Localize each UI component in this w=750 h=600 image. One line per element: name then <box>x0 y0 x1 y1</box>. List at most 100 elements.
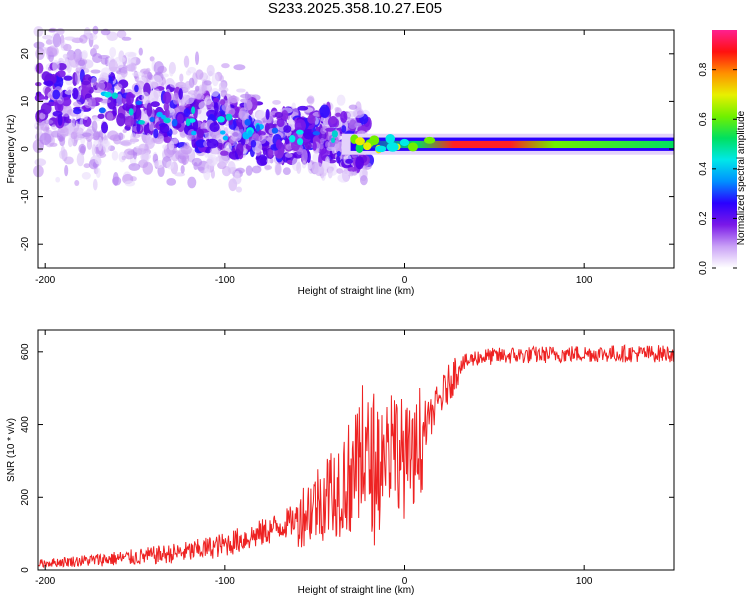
spectrogram-blob <box>336 150 341 157</box>
spectrogram-blob <box>57 126 69 138</box>
spectrogram-blob <box>194 93 205 100</box>
x-tick-label: 100 <box>576 576 593 587</box>
y-tick-label: 600 <box>20 343 31 360</box>
spectrogram-blob <box>182 83 191 92</box>
spectrogram-blob <box>210 87 220 97</box>
spectrogram-hotspot <box>225 113 233 121</box>
spectrogram-blob <box>153 128 159 139</box>
spectrogram-blob <box>187 66 197 74</box>
y-tick-label: -20 <box>20 237 31 252</box>
spectrogram-blob <box>355 156 365 170</box>
spectrogram-blob <box>91 120 98 133</box>
spectrogram-blob <box>58 135 64 141</box>
spectrogram-blob <box>227 160 236 175</box>
spectrogram-blob <box>232 174 242 185</box>
spectrogram-hotspot <box>149 116 155 123</box>
x-tick-label: 0 <box>402 576 408 587</box>
spectrogram-blob <box>149 56 155 62</box>
spectrogram-blob <box>138 47 143 56</box>
spectrogram-blob <box>233 64 246 71</box>
spectrogram-blob <box>81 132 92 137</box>
spectrogram-blob <box>196 129 205 139</box>
spectrogram-blob <box>180 145 192 155</box>
spectrogram-blob <box>214 102 219 115</box>
spectrogram-blob <box>57 113 63 126</box>
spectrogram-blob <box>348 104 358 110</box>
spectrogram-blob <box>235 143 244 156</box>
spectrogram-blob <box>109 47 117 58</box>
spectrogram-blob <box>68 53 81 68</box>
spectrogram-blob <box>150 81 158 89</box>
spectrogram-blob <box>206 64 215 77</box>
spectrogram-blob <box>64 89 74 95</box>
spectrogram-blob <box>96 81 106 91</box>
spectrogram-blob <box>325 127 336 132</box>
spectrogram-blob <box>204 162 210 174</box>
spectrogram-blob <box>159 123 170 134</box>
spectrogram-hotspot <box>219 130 226 135</box>
snr-frame <box>37 329 675 571</box>
spectrogram-blob <box>74 70 81 85</box>
spectrogram-blob <box>191 157 203 167</box>
spectrogram-blob <box>51 124 58 130</box>
spectrogram-blob <box>272 99 281 105</box>
spectrogram-blob <box>124 180 136 187</box>
spectrogram-blob <box>307 114 316 124</box>
spectrogram-blob <box>265 108 270 120</box>
spectrogram-blob <box>194 85 200 92</box>
spectrogram-blob <box>70 117 76 130</box>
spectrogram-blob <box>100 67 112 77</box>
snr-y-ticks: 0 200 400 600 <box>20 343 674 573</box>
spectrogram-blob <box>108 59 118 73</box>
snr-y-label: SNR (10 * v/v) <box>6 418 17 482</box>
spectrogram-blob <box>320 137 325 145</box>
ridge-knot <box>369 135 380 146</box>
spectrogram-blob <box>81 50 88 60</box>
spectrogram-blob <box>206 138 219 149</box>
spectrogram-blob <box>245 165 253 176</box>
spectrogram-blob <box>301 149 308 164</box>
spectrogram-blob <box>337 173 350 183</box>
x-tick-label: 0 <box>402 275 408 286</box>
ridge-band-core <box>359 140 674 149</box>
spectrogram-blob <box>282 167 291 175</box>
snr-x-label: Height of straight line (km) <box>298 585 415 596</box>
spectrogram-blob <box>97 136 103 151</box>
spectrogram-blob <box>340 110 348 124</box>
spectrogram-blob <box>43 80 54 86</box>
spectrogram-blob <box>83 163 91 169</box>
colorbar-label: Normalized spectral amplitude <box>736 110 747 245</box>
spectrogram-blob <box>195 69 204 80</box>
colorbar-tick-label: 0.2 <box>698 211 709 225</box>
spectrogram-blob <box>250 139 257 148</box>
spectrogram-blob <box>178 88 183 100</box>
spectrogram-blob <box>179 73 184 83</box>
spectrogram-blob <box>90 77 98 86</box>
spectrogram-blob <box>209 122 220 133</box>
spectrogram-blob <box>106 112 114 121</box>
spectrogram-blob <box>312 141 317 151</box>
spectrogram-blob <box>124 51 137 57</box>
spectrogram-blob <box>107 130 119 141</box>
spectrogram-blob <box>71 87 79 100</box>
y-tick-label: 200 <box>20 488 31 505</box>
x-tick-label: 100 <box>576 275 593 286</box>
spectrogram-blob <box>303 132 314 140</box>
spectrogram-blob <box>307 95 315 105</box>
spectrogram-blob <box>146 102 153 117</box>
spectrogram-blob <box>59 150 66 159</box>
spectrogram-blob <box>78 59 86 67</box>
spectrogram-blob <box>44 95 49 101</box>
snr-x-ticks: -200 -100 0 100 <box>35 330 593 587</box>
spectrogram-hotspot <box>330 137 336 144</box>
chart-title: S233.2025.358.10.27.E05 <box>267 0 443 17</box>
spectrogram-hotspot <box>289 135 296 143</box>
spectrogram-y-ticks: -20 -10 0 10 20 <box>20 48 674 252</box>
x-tick-label: -100 <box>215 576 235 587</box>
spectrogram-blob <box>57 70 66 78</box>
spectrogram-hotspot <box>247 129 253 138</box>
spectrogram-blob <box>122 128 127 134</box>
y-tick-label: 400 <box>20 416 31 433</box>
spectrogram-blob <box>251 165 262 174</box>
